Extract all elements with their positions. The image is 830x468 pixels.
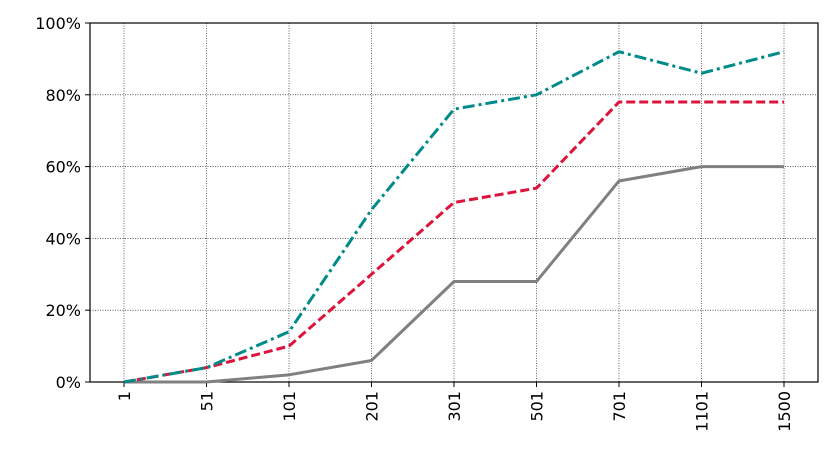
x-tick-label: 201: [363, 391, 382, 422]
x-tick-label: 51: [198, 391, 217, 411]
x-tick-label: 501: [528, 391, 547, 422]
x-tick-label: 1: [115, 391, 134, 401]
y-tick-label: 100%: [35, 14, 81, 33]
y-tick-label: 40%: [45, 229, 81, 248]
x-tick-label: 1500: [775, 391, 794, 432]
x-tick-label: 1101: [693, 391, 712, 432]
data-line: [124, 165, 784, 384]
data-line: [123, 100, 784, 384]
y-tick-label: 20%: [45, 301, 81, 320]
y-tick-label: 60%: [45, 158, 81, 177]
plot-frame: [89, 22, 819, 383]
x-tick-label: 301: [445, 391, 464, 422]
y-tick-label: 0%: [56, 373, 81, 392]
x-tick-label: 701: [610, 391, 629, 422]
x-tick-label: 101: [280, 391, 299, 422]
data-line: [123, 50, 785, 384]
y-tick-label: 80%: [45, 86, 81, 105]
